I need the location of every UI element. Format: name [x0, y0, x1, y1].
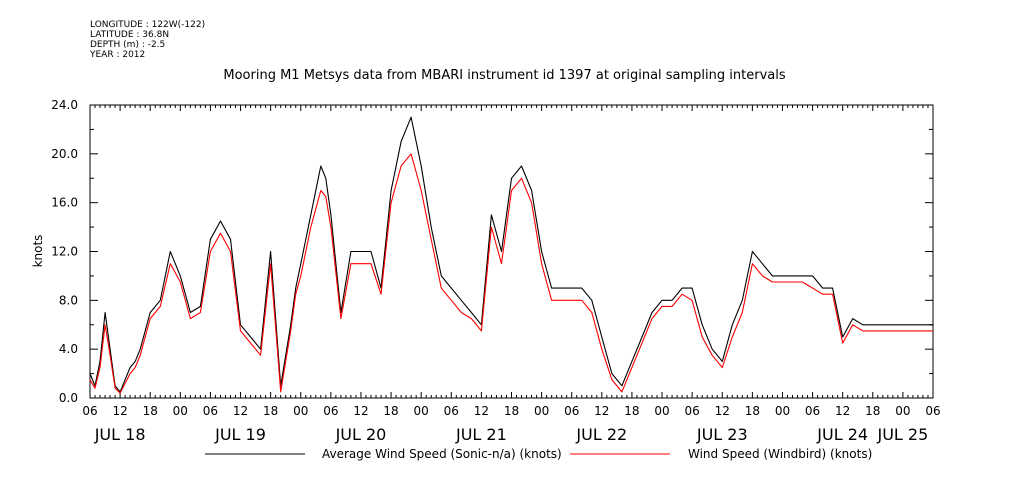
x-tick-label: 06 — [805, 404, 820, 418]
x-tick-label: 12 — [474, 404, 489, 418]
x-tick-label: 18 — [624, 404, 639, 418]
x-tick-label: 06 — [564, 404, 579, 418]
longitude-label: LONGITUDE : 122W(-122) — [90, 20, 206, 30]
x-tick-label: 18 — [383, 404, 398, 418]
x-tick-label: 12 — [112, 404, 127, 418]
x-tick-label: 06 — [685, 404, 700, 418]
metadata-block: LONGITUDE : 122W(-122) LATITUDE : 36.8N … — [90, 20, 205, 60]
series-layer — [89, 116, 933, 394]
x-tick-label: 18 — [263, 404, 278, 418]
y-tick-label: 20.0 — [51, 147, 78, 161]
x-tick-label: 00 — [293, 404, 308, 418]
x-tick-label: 00 — [534, 404, 549, 418]
y-tick-label: 24.0 — [51, 98, 78, 112]
year-label: YEAR : 2012 — [90, 50, 146, 60]
x-tick-label: 06 — [203, 404, 218, 418]
legend-label-windbird: Wind Speed (Windbird) (knots) — [688, 447, 872, 461]
x-tick-label: 06 — [323, 404, 338, 418]
series-line-sonic — [89, 116, 933, 393]
date-label: JUL 22 — [575, 425, 627, 444]
x-tick-label: 12 — [594, 404, 609, 418]
y-tick-label: 8.0 — [59, 293, 78, 307]
date-label: JUL 23 — [696, 425, 748, 444]
x-tick-label: 06 — [925, 404, 940, 418]
x-tick-label: 18 — [143, 404, 158, 418]
y-tick-label: 12.0 — [51, 245, 78, 259]
date-label: JUL 21 — [455, 425, 507, 444]
x-tick-label: 00 — [895, 404, 910, 418]
x-tick-label: 12 — [353, 404, 368, 418]
x-tick-label: 00 — [654, 404, 669, 418]
date-label: JUL 18 — [94, 425, 146, 444]
x-tick-label: 12 — [233, 404, 248, 418]
plot-frame — [89, 104, 934, 399]
depth-label: DEPTH (m) : -2.5 — [90, 40, 166, 50]
date-label: JUL 19 — [214, 425, 266, 444]
axis-labels: 06 12 18 00 06 12 18 00 06 12 18 00 06 12 18 00 06 12 18 00… — [51, 98, 940, 444]
legend: Average Wind Speed (Sonic-n/a) (knots) Wi… — [205, 447, 872, 461]
x-tick-label: 06 — [82, 404, 97, 418]
x-tick-label: 18 — [745, 404, 760, 418]
date-label: JUL 25 — [876, 425, 928, 444]
series-line-windbird — [89, 153, 933, 394]
x-tick-label: 12 — [835, 404, 850, 418]
date-label: JUL 24 — [816, 425, 868, 444]
x-tick-label: 18 — [504, 404, 519, 418]
latitude-label: LATITUDE : 36.8N — [90, 30, 170, 40]
x-tick-label: 06 — [444, 404, 459, 418]
x-tick-label: 00 — [173, 404, 188, 418]
y-tick-label: 16.0 — [51, 196, 78, 210]
x-tick-label: 00 — [775, 404, 790, 418]
x-tick-label: 12 — [715, 404, 730, 418]
y-tick-label: 4.0 — [59, 342, 78, 356]
y-axis-label: knots — [31, 235, 45, 268]
x-tick-label: 00 — [414, 404, 429, 418]
axis-ticks — [89, 104, 934, 399]
chart-title: Mooring M1 Metsys data from MBARI instru… — [223, 68, 786, 83]
date-label: JUL 20 — [335, 425, 387, 444]
x-tick-label: 18 — [865, 404, 880, 418]
y-tick-label: 0.0 — [59, 391, 78, 405]
legend-label-sonic: Average Wind Speed (Sonic-n/a) (knots) — [322, 447, 562, 461]
